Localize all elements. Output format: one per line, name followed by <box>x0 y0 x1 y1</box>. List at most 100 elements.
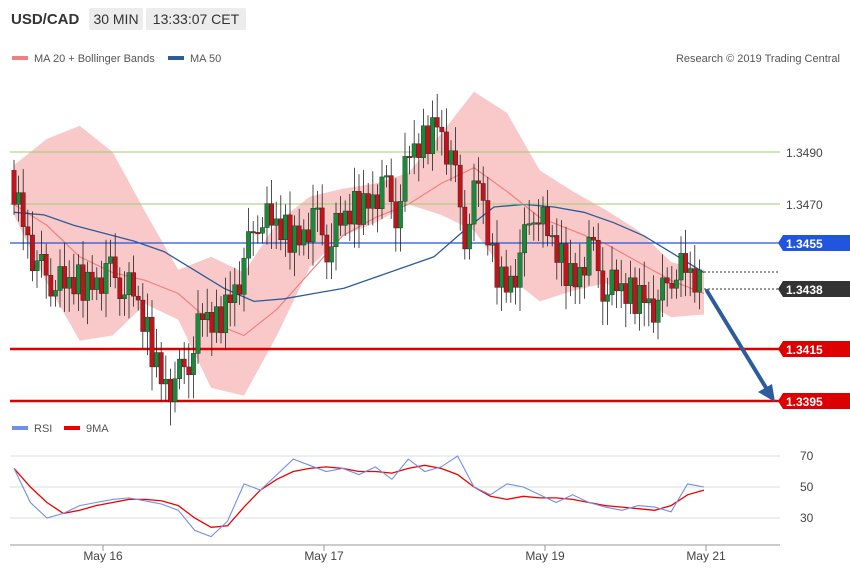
candle-body <box>48 274 54 297</box>
candle-body <box>39 254 45 261</box>
candle-body <box>121 294 127 299</box>
candle-body <box>522 224 528 254</box>
candle-body <box>310 208 316 243</box>
candle-body <box>407 156 412 159</box>
price-tag-1-3455: 1.3455 <box>778 235 850 251</box>
legend-rsi-label: RSI <box>34 423 52 435</box>
candle-body <box>158 352 164 385</box>
candle-body <box>628 277 633 304</box>
candle-body <box>513 275 518 288</box>
candle-body <box>572 263 578 288</box>
candle-body <box>600 270 606 302</box>
legend-bollinger-label: MA 20 + Bollinger Bands <box>34 53 155 65</box>
x-label-may17: May 17 <box>304 549 344 563</box>
candle-body <box>531 222 537 225</box>
copyright-label: Research © 2019 Trading Central <box>676 53 840 65</box>
candle-body <box>692 268 698 293</box>
candle-body <box>273 218 279 226</box>
candle-body <box>71 277 77 295</box>
candle-body <box>278 218 284 241</box>
candle-body <box>375 194 380 209</box>
candle-body <box>241 257 247 295</box>
candle-body <box>411 143 417 158</box>
candle-body <box>457 164 463 208</box>
price-tag-1-3438-text: 1.3438 <box>786 283 823 297</box>
rsi-line <box>13 455 705 538</box>
candle-body <box>62 266 68 289</box>
candle-body <box>218 306 224 334</box>
candle-body <box>315 207 320 210</box>
candle-body <box>434 117 440 128</box>
candle-body <box>398 201 403 229</box>
candle-body <box>591 236 597 241</box>
candle-body <box>329 246 334 263</box>
price-tag-1-3438-box <box>778 281 850 297</box>
candle-body <box>462 206 468 250</box>
candle-body <box>361 193 366 225</box>
candle-body <box>232 284 238 303</box>
candle-body <box>540 206 546 225</box>
candle-body <box>246 231 251 259</box>
candle-body <box>213 306 219 333</box>
candle-body <box>75 264 81 295</box>
price-tag-1-3490: 1.3490 <box>786 146 823 160</box>
candle-body <box>306 229 311 243</box>
x-label-may16: May 16 <box>83 549 123 563</box>
candle-body <box>674 279 679 289</box>
candle-body <box>338 212 343 226</box>
candle-body <box>25 226 31 236</box>
candle-body <box>319 207 325 236</box>
candle-body <box>582 267 587 276</box>
candle-body <box>112 256 118 279</box>
candle-body <box>605 294 610 302</box>
candle-body <box>595 240 601 272</box>
candle-body <box>655 299 661 323</box>
candle-body <box>227 294 233 303</box>
candle-body <box>370 194 376 209</box>
candle-body <box>204 312 210 320</box>
candle-body <box>200 313 205 320</box>
candle-body <box>517 252 523 288</box>
candle-body <box>80 264 86 301</box>
price-tag-1-3395-text: 1.3395 <box>786 395 823 409</box>
candle-body <box>494 243 500 288</box>
candle-body <box>181 358 187 368</box>
candle-body <box>324 234 330 263</box>
candle-body <box>416 143 422 158</box>
candle-body <box>283 214 288 241</box>
candle-body <box>296 225 302 246</box>
candle-body <box>190 353 196 375</box>
candle-body <box>154 352 159 368</box>
candle-body <box>453 150 458 166</box>
candle-body <box>444 131 449 165</box>
candle-body <box>637 285 643 314</box>
candle-body <box>421 125 426 158</box>
candle-body <box>632 277 638 314</box>
candle-body <box>16 192 21 205</box>
pair-title: USD/CAD <box>11 11 80 28</box>
candle-body <box>57 266 63 291</box>
candle-body <box>467 223 472 250</box>
candle-body <box>697 269 702 293</box>
legend-ma50-label: MA 50 <box>190 53 221 65</box>
candle-body <box>85 271 91 301</box>
ma50-line <box>13 203 705 303</box>
candle-body <box>43 254 49 276</box>
price-tag-1-3455-text: 1.3455 <box>786 237 823 251</box>
rsi-panel: RSI 9MA 70 50 30 <box>10 423 814 538</box>
price-tag-1-3490-text: 1.3490 <box>786 146 823 160</box>
candle-body <box>163 378 169 385</box>
candle-body <box>108 256 114 264</box>
candle-body <box>167 378 173 403</box>
candle-body <box>255 232 261 235</box>
candle-body <box>678 253 684 281</box>
candle-body <box>292 225 297 253</box>
candle-body <box>11 170 17 205</box>
candle-body <box>549 235 555 238</box>
candle-body <box>476 180 481 184</box>
candle-body <box>34 260 40 272</box>
forecast-arrowhead-icon <box>758 384 775 402</box>
candle-body <box>144 316 150 332</box>
candle-body <box>103 263 109 294</box>
